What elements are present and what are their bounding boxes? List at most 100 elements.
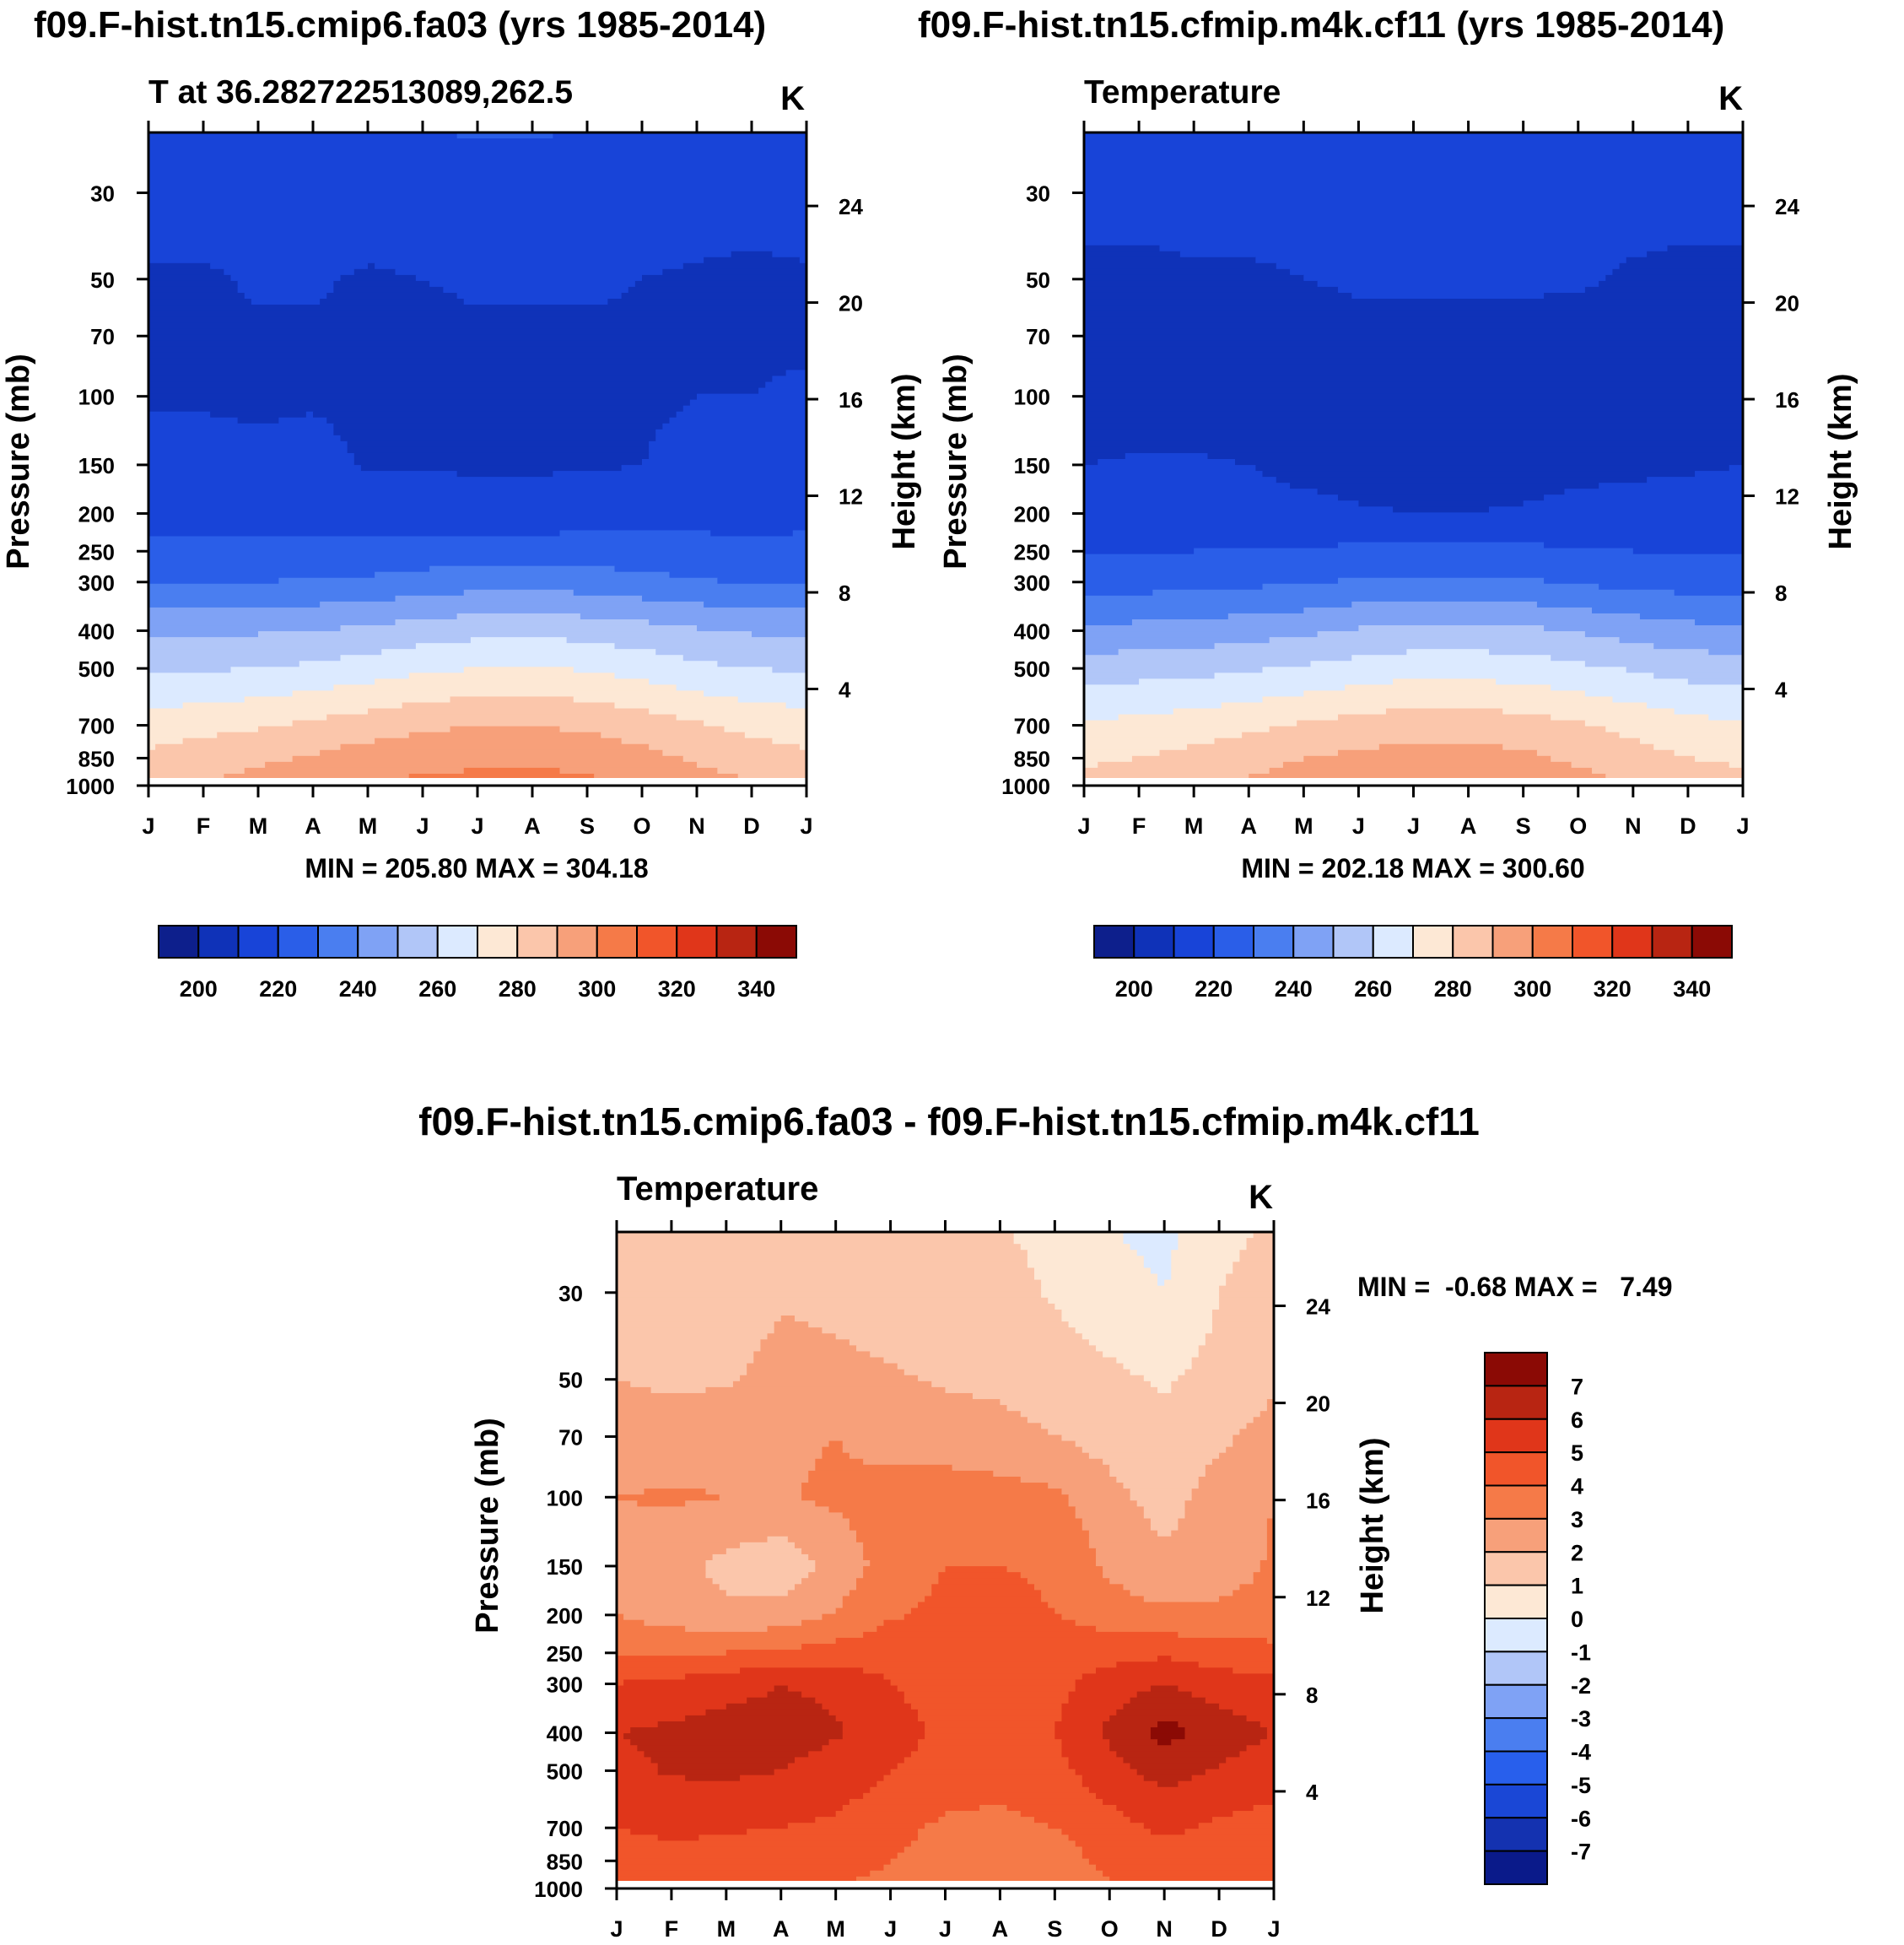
panel-0-plot: J F M A M J J A S O N D J 30 50 70 100 150 200 250 300 400 500… (66, 121, 863, 839)
field-cell (333, 280, 430, 288)
field-cell (842, 1440, 1076, 1448)
field-cell (1084, 227, 1743, 235)
field-cell (883, 1864, 1097, 1872)
x-tick-label: D (1680, 813, 1696, 839)
field-cell (1081, 1446, 1227, 1454)
field-cell (1084, 530, 1743, 538)
field-cell (1674, 749, 1743, 757)
field-cell (1109, 1715, 1248, 1722)
field-cell (375, 678, 650, 685)
field-cell (1184, 1727, 1268, 1734)
field-cell (657, 1834, 699, 1842)
field-cell (1075, 1679, 1274, 1687)
field-cell (1246, 1715, 1274, 1722)
colorbar-swatch (1484, 1517, 1548, 1553)
field-cell (1266, 1548, 1274, 1555)
field-cell (1131, 755, 1304, 763)
colorbar-swatch (1484, 1817, 1548, 1852)
field-cell (662, 423, 806, 430)
field-cell (1150, 1380, 1172, 1388)
field-cell (148, 417, 239, 424)
field-cell (1084, 571, 1743, 579)
field-cell (148, 274, 232, 282)
colorbar-swatch (1611, 925, 1653, 959)
field-cell (148, 548, 806, 555)
field-cell (657, 1769, 775, 1776)
field-cell (1599, 583, 1743, 591)
field-cell (1282, 761, 1572, 769)
p-tick-label: 300 (1014, 570, 1050, 596)
field-cell (1081, 1518, 1152, 1526)
field-cell (148, 162, 806, 169)
field-cell (1198, 1351, 1274, 1359)
field-cell (1084, 132, 1743, 139)
field-cell (1159, 749, 1339, 757)
field-cell (1150, 1524, 1179, 1532)
field-cell (704, 720, 806, 727)
field-cell (210, 262, 369, 270)
field-cell (1136, 1691, 1193, 1699)
field-cell (326, 417, 671, 424)
field-cell (1096, 1553, 1268, 1561)
h-tick-label: 20 (1775, 291, 1799, 316)
x-tick-label: J (1267, 1916, 1280, 1942)
field-cell (617, 1721, 659, 1728)
field-cell (1075, 1685, 1152, 1693)
h-tick-label: 8 (839, 581, 850, 606)
field-cell (1255, 257, 1627, 264)
field-cell (456, 613, 581, 620)
field-cell (815, 1464, 953, 1472)
field-cell (1084, 743, 1188, 751)
field-cell (148, 571, 375, 579)
field-cell (801, 1494, 1070, 1501)
field-cell (1708, 714, 1743, 721)
p-tick-label: 70 (1026, 324, 1050, 349)
field-cell (1653, 673, 1743, 679)
field-cell (601, 732, 746, 739)
field-cell (1488, 649, 1709, 656)
colorbar-swatch (1484, 1651, 1548, 1686)
field-cell (443, 286, 629, 294)
field-cell (685, 1775, 741, 1782)
field-cell (617, 1363, 747, 1370)
p-tick-label: 700 (1014, 714, 1050, 739)
field-cell (617, 1560, 707, 1567)
field-cell (1150, 1829, 1186, 1835)
field-cell (1612, 268, 1743, 276)
field-cell (617, 1840, 912, 1848)
field-cell (1551, 755, 1696, 763)
field-cell (1246, 1238, 1274, 1245)
field-cell (368, 708, 650, 716)
x-tick-label: A (524, 813, 541, 839)
field-cell (1310, 661, 1586, 667)
field-cell (244, 767, 465, 775)
field-cell (340, 435, 656, 442)
panel-1-left-title: Temperature (1084, 74, 1281, 111)
x-tick-label: J (610, 1916, 623, 1942)
field-cell (1084, 678, 1140, 685)
h-tick-label: 20 (839, 291, 863, 316)
field-cell (148, 435, 342, 442)
field-cell (1246, 1244, 1274, 1251)
p-tick-label: 500 (1014, 656, 1050, 682)
field-cell (1187, 743, 1380, 751)
field-cell (1123, 1232, 1179, 1239)
field-cell (1619, 732, 1743, 739)
field-cell (1551, 684, 1743, 692)
field-cell (148, 607, 806, 614)
field-cell (1084, 483, 1291, 489)
field-cell (1239, 1256, 1274, 1262)
field-cell (657, 1721, 844, 1728)
x-tick-label: N (1156, 1916, 1173, 1942)
field-cell (617, 1697, 747, 1705)
field-cell (1232, 1590, 1274, 1597)
field-cell (617, 1876, 857, 1883)
colorbar-swatch (357, 925, 399, 959)
field-cell (1226, 1279, 1274, 1287)
field-cell (801, 1578, 857, 1585)
field-cell (224, 268, 355, 276)
field-cell (148, 732, 218, 739)
field-cell (148, 619, 396, 626)
x-tick-label: A (992, 1916, 1009, 1942)
field-cell (617, 1775, 686, 1782)
